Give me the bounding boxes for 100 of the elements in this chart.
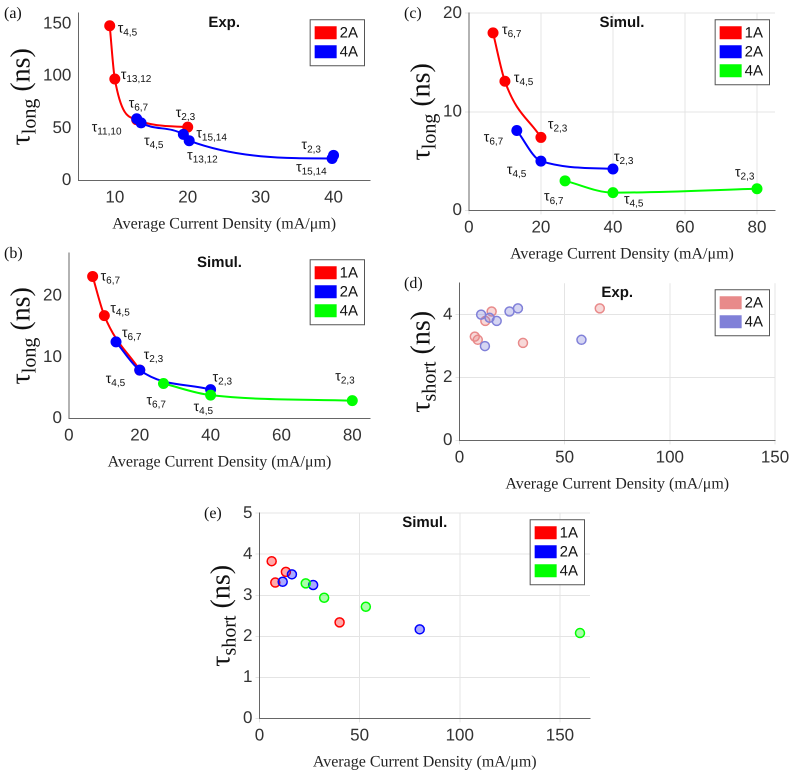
chart-title: Simul. [599,14,644,31]
y-tick-label: 20 [442,2,462,22]
legend-label: 2A [560,543,578,560]
point [286,569,298,580]
x-tick-label: 20 [531,217,550,236]
x-axis-title: Average Current Density (mA/μm) [505,476,730,493]
y-axis-title: τshort (ns) [405,310,441,413]
chart-title: Simul. [196,254,242,271]
x-tick-label: 50 [555,447,574,466]
y-axis-title: τlong (ns) [5,48,41,146]
point [136,117,147,128]
point [334,617,345,628]
x-tick-label: 40 [603,217,622,236]
text: (d) [404,275,423,292]
x-tick-label: 40 [201,425,220,444]
legend-label: 2A [744,294,764,312]
legend-label: 4A [560,562,578,580]
y-tick-label: 5 [242,502,252,522]
x-tick-label: 60 [272,425,291,444]
x-tick-label: 60 [676,217,694,236]
point [560,175,571,186]
legend-label: 2A [340,283,358,300]
x-axis-title: Average Current Density (mA/μm) [108,454,332,471]
legend-label: 2A [340,24,358,42]
legend-label: 2A [744,43,764,60]
y-tick-label: 20 [42,286,62,305]
y-tick-label: 1 [242,667,252,686]
point [535,156,546,167]
legend-label: 4A [340,43,358,60]
point [607,187,618,198]
x-tick-label: 150 [546,725,574,744]
point [488,27,499,38]
x-tick-label: 0 [464,217,474,236]
point [110,336,122,348]
point [87,270,98,282]
legend-label: 1A [340,264,358,282]
point [499,76,510,87]
x-tick-label: 0 [254,725,264,744]
y-tick-label: 0 [242,708,252,728]
x-tick-label: 30 [251,187,270,206]
x-tick-label: 80 [342,425,362,444]
legend-label: 4A [744,313,764,330]
text: (c) [404,5,422,22]
point [104,20,116,32]
point [360,602,372,612]
legend-label: 4A [744,62,764,80]
legend-label: 4A [340,302,358,320]
y-tick-label: 50 [52,118,72,137]
point [607,163,618,174]
y-axis-title: τlong (ns) [405,63,441,160]
x-tick-label: 20 [130,425,150,444]
point [266,556,277,566]
x-tick-label: 150 [760,447,790,466]
y-tick-label: 0 [452,200,462,220]
y-tick-label: 3 [242,584,252,604]
y-tick-label: 0 [62,170,72,190]
point [574,628,586,638]
legend-label: 1A [560,524,578,542]
x-tick-label: 10 [105,187,124,206]
x-tick-label: 40 [324,187,344,206]
text: (b) [4,245,23,262]
legend-label: 1A [744,24,764,42]
point [205,390,216,401]
y-tick-label: 10 [42,346,62,366]
point [518,338,528,348]
point [414,624,425,635]
point [184,135,195,146]
y-tick-label: 150 [42,13,72,32]
point [751,183,762,194]
point [576,334,587,346]
x-tick-label: 20 [178,187,198,206]
x-axis-title: Average Current Density (mA/μm) [312,754,537,771]
point [476,309,486,320]
point [594,303,606,314]
y-tick-label: 100 [42,66,72,85]
point [318,592,330,603]
x-tick-label: 50 [350,725,370,744]
point [504,306,515,317]
point [300,578,311,589]
y-axis-title: τlong (ns) [5,287,41,384]
point [511,125,522,136]
y-tick-label: 10 [442,101,462,120]
point [277,576,288,587]
point [491,316,502,326]
y-tick-label: 2 [242,626,252,646]
point [109,74,120,85]
point [158,378,169,390]
text: (a) [4,5,22,22]
y-axis-title: τshort (ns) [205,564,241,667]
text: (e) [204,505,222,522]
y-tick-label: 0 [52,408,62,428]
point [480,340,490,352]
x-tick-label: 80 [748,217,766,236]
point [98,310,110,322]
point [346,395,358,406]
point [472,334,484,346]
chart-title: Exp. [601,284,634,301]
x-axis-title: Average Current Density (mA/μm) [510,246,734,263]
point [512,303,524,314]
x-axis-title: Average Current Density (mA/μm) [112,216,336,233]
